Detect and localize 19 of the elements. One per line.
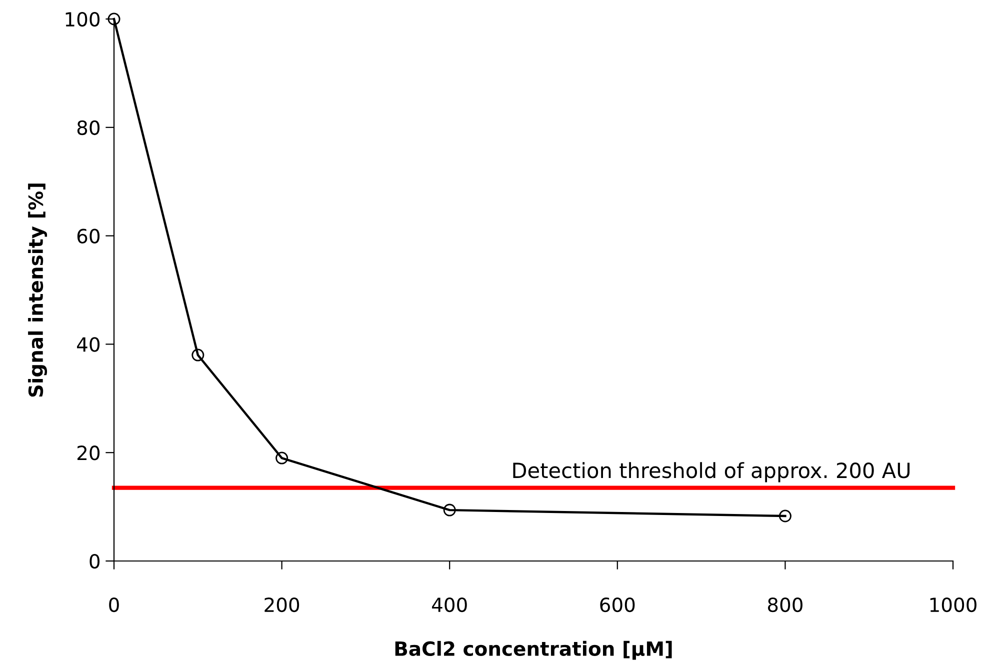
y-tick-label: 20 xyxy=(77,446,100,460)
x-axis-title: BaCl2 concentration [µM] xyxy=(395,640,672,660)
y-axis-title: Signal intensity [%] xyxy=(28,184,48,397)
x-tick-label: 1000 xyxy=(930,597,976,612)
y-tick-label: 80 xyxy=(77,120,100,136)
x-tick-label: 200 xyxy=(264,597,300,612)
x-tick-label: 0 xyxy=(109,597,119,612)
point xyxy=(778,510,792,522)
y-tick-label: 100 xyxy=(66,12,100,27)
point xyxy=(443,504,456,516)
point xyxy=(192,348,204,362)
y-tick-label: 0 xyxy=(90,554,100,569)
x-tick-label: 800 xyxy=(768,597,802,612)
y-tick-label: 60 xyxy=(77,228,100,244)
x-tick-label: 600 xyxy=(600,597,635,612)
point xyxy=(276,452,288,464)
y-tick-label: 40 xyxy=(77,337,100,352)
ref-line-label: Detection threshold of approx. 200 AU xyxy=(513,462,910,482)
x-tick-label: 400 xyxy=(432,597,467,612)
